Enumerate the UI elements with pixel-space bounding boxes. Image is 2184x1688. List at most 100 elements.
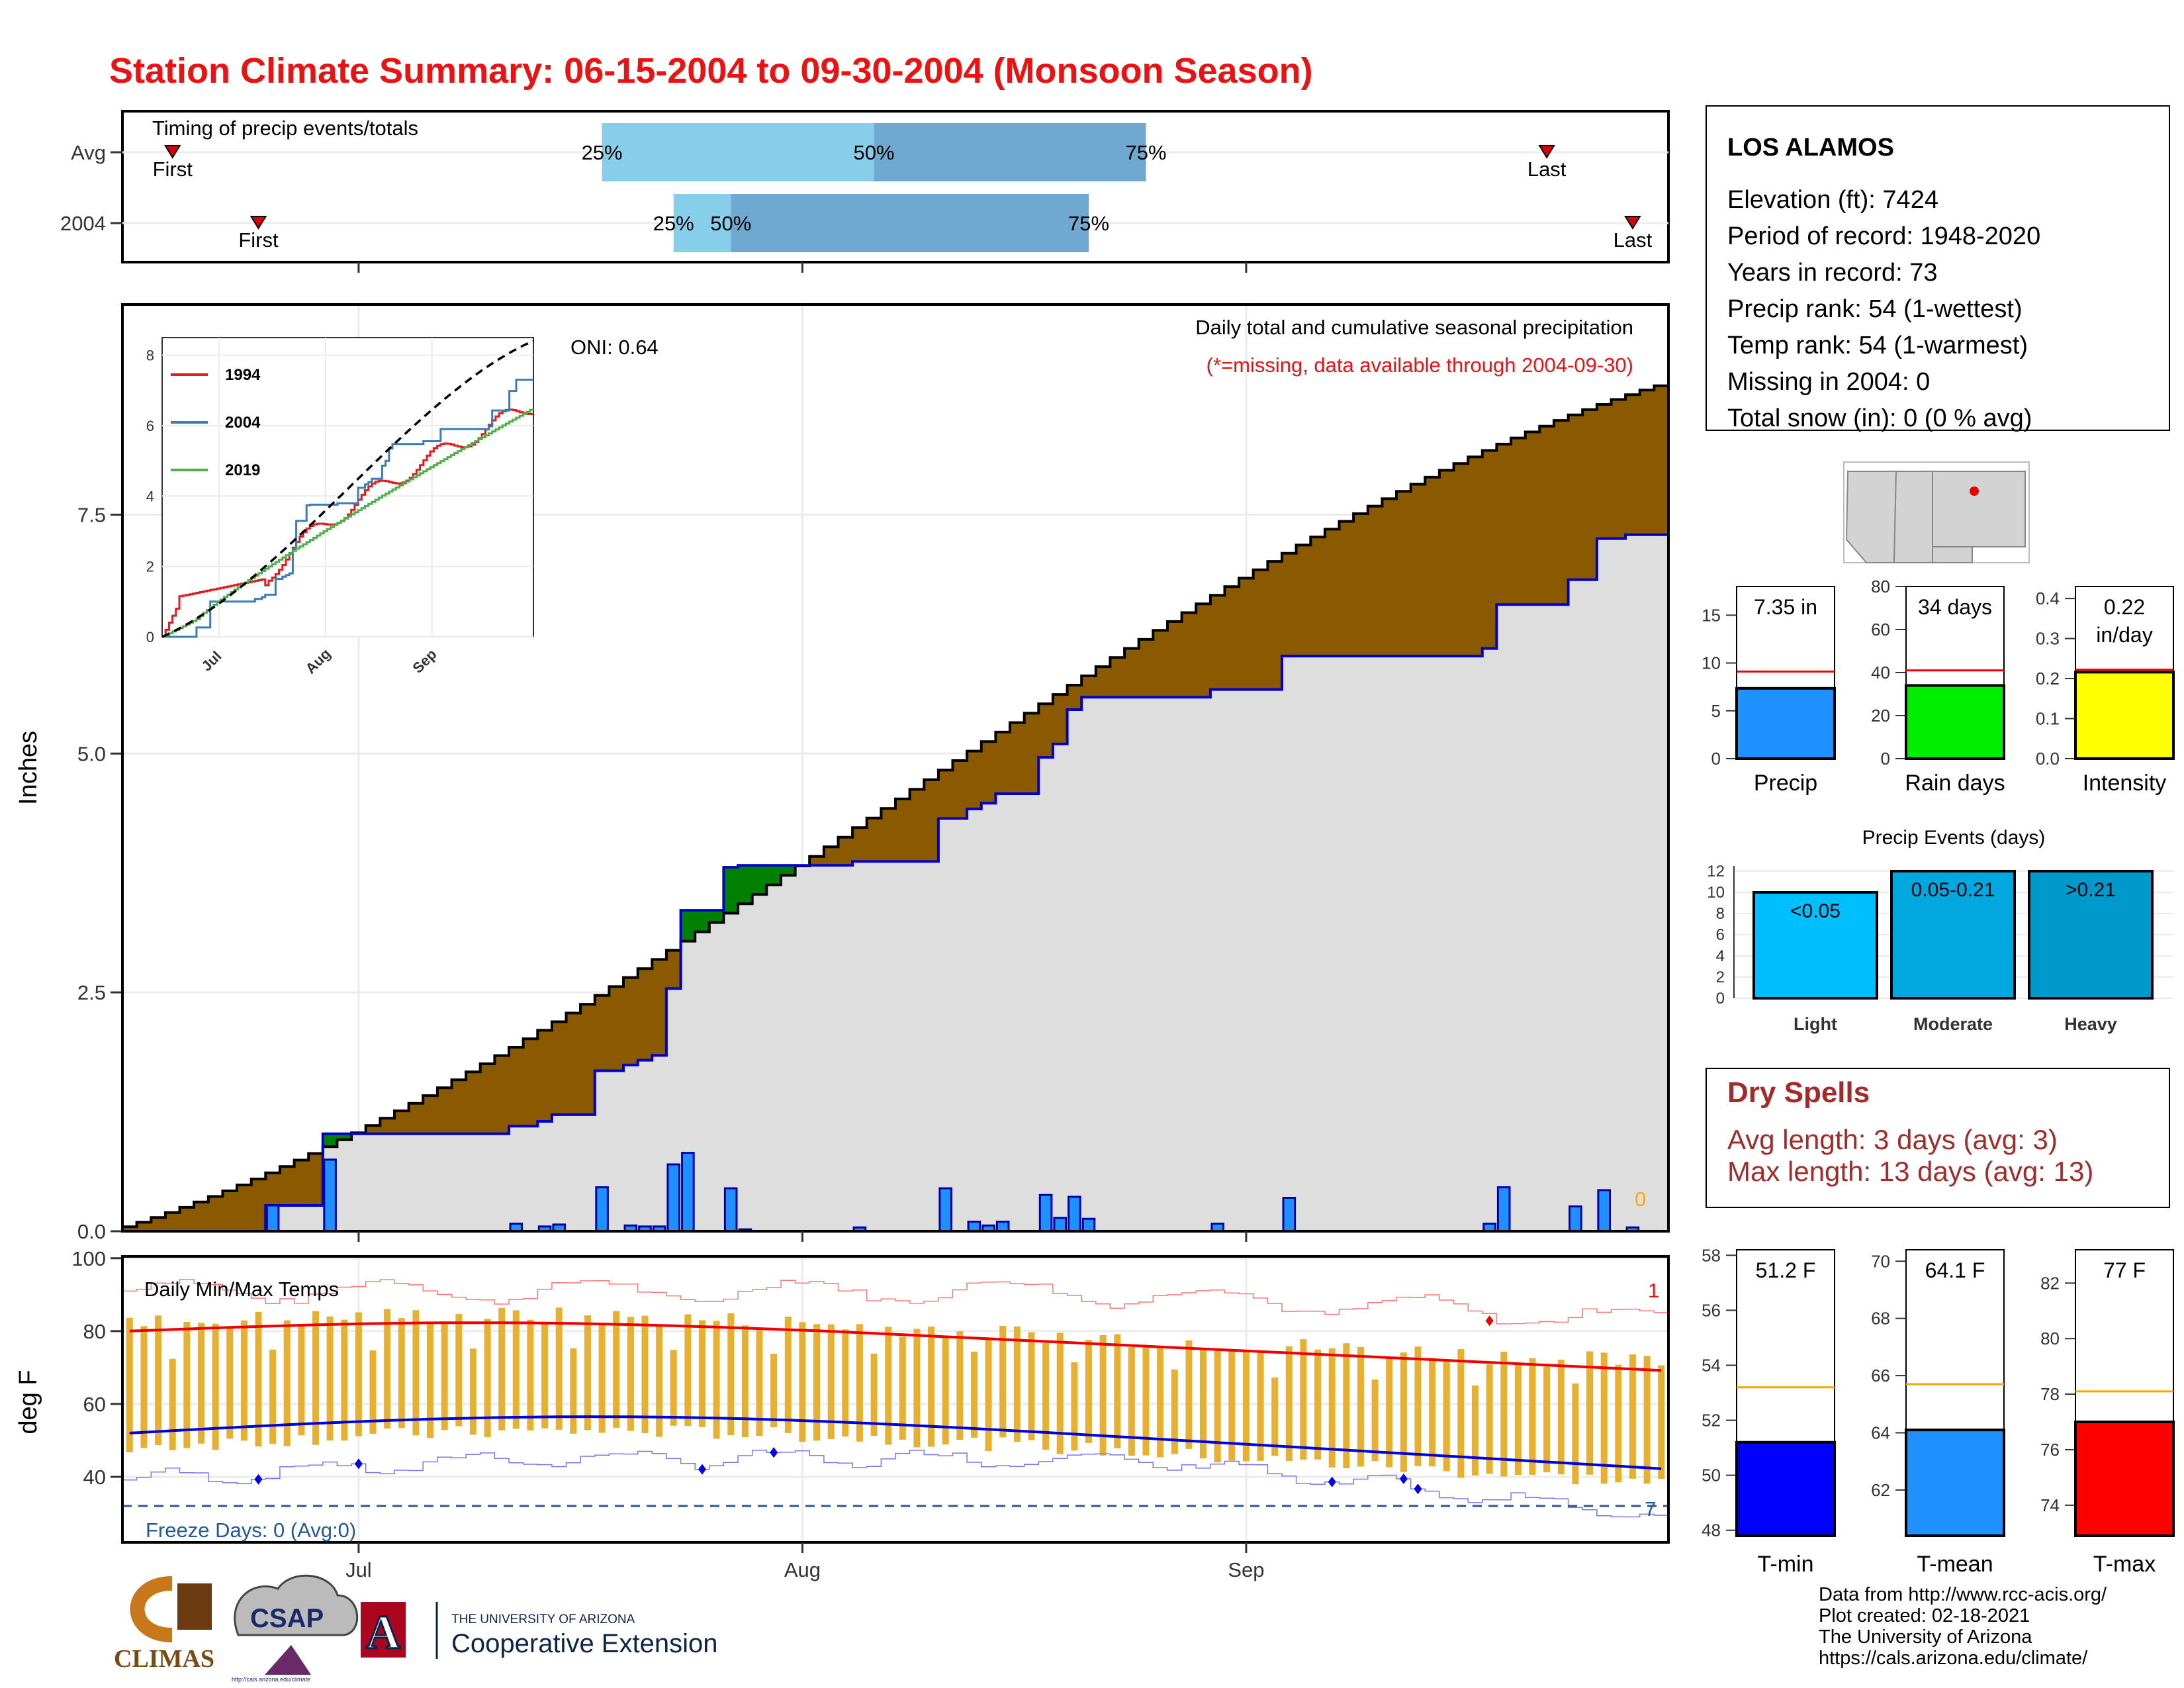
daily-temp-range-bar <box>398 1318 405 1429</box>
events-range-label: <0.05 <box>1790 900 1841 922</box>
deficit-segment <box>1296 545 1311 657</box>
daily-temp-range-bar <box>1128 1347 1135 1456</box>
daily-temp-range-bar <box>1013 1326 1021 1442</box>
daily-temp-range-bar <box>1343 1343 1350 1469</box>
daily-precip-bar <box>666 1163 681 1233</box>
daily-temp-range-bar <box>1185 1340 1193 1449</box>
average-high-line <box>129 1321 1662 1372</box>
daily-temp-range-bar <box>727 1313 735 1436</box>
events-bar <box>1752 891 1878 1000</box>
inset-frame <box>161 337 534 637</box>
inset-series-line <box>162 379 533 638</box>
timing-p50-label: 50% <box>854 141 895 164</box>
credit-line: Plot created: 02-18-2021 <box>1819 1605 2030 1626</box>
mini-bar-chart: 74 76 78 80 82 77 F T-max <box>2040 1249 2175 1577</box>
missing-annotation: (*=missing, data available through 2004-… <box>1206 353 1633 377</box>
deficit-segment <box>294 1160 309 1206</box>
record-low-marker <box>1328 1476 1336 1487</box>
mini-bar-tick-label: 64 <box>1871 1423 1890 1442</box>
record-low-marker <box>698 1464 706 1475</box>
station-line: Elevation (ft): 7424 <box>1727 186 1938 214</box>
season-temp-bars: 48 50 52 54 56 58 51.2 F T-min 62 64 66 68 70 64.1 F T… <box>1702 1245 2175 1577</box>
daily-temp-range-bar <box>1386 1357 1393 1468</box>
daily-precip-bar <box>723 1187 738 1233</box>
mini-bar-tick-label: 15 <box>1702 605 1721 625</box>
timing-bar-low <box>673 194 731 252</box>
daily-temp-range-bar <box>1572 1383 1579 1485</box>
mini-bar-tick-label: 82 <box>2040 1273 2060 1293</box>
deficit-segment <box>1310 537 1326 657</box>
dry-spells-frame <box>1706 1068 2170 1208</box>
mini-bar-tick-label: 0.0 <box>2036 749 2060 769</box>
mini-bar-tick-label: 50 <box>1702 1466 1721 1485</box>
events-tick-label: 6 <box>1716 926 1725 944</box>
deficit-segment <box>1067 685 1082 710</box>
mini-bar-tick-label: 58 <box>1702 1245 1721 1265</box>
mini-bar-tick-label: 76 <box>2040 1440 2060 1460</box>
climas-logo: CLIMAS <box>114 1576 214 1673</box>
events-tick-label: 12 <box>1707 863 1725 880</box>
daily-temp-range-bar <box>1472 1385 1479 1476</box>
surplus-segment <box>709 910 724 923</box>
oni-label: ONI: 0.64 <box>570 336 659 359</box>
deficit-segment <box>136 1222 152 1231</box>
deficit-segment <box>938 770 954 819</box>
timing-last-marker <box>1624 216 1641 230</box>
record-low-marker <box>1414 1483 1422 1495</box>
deficit-segment <box>551 1021 567 1115</box>
temp-frame <box>121 1255 1670 1544</box>
daily-precip-bar <box>595 1186 609 1233</box>
events-category-label: Moderate <box>1913 1014 1993 1034</box>
month-label: Sep <box>1228 1558 1264 1581</box>
deficit-segment <box>1196 604 1211 698</box>
surplus-segment <box>723 867 739 914</box>
daily-temp-range-bar <box>1429 1358 1436 1467</box>
mini-bar-tick-label: 5 <box>1711 701 1721 721</box>
daily-temp-range-bar <box>1028 1332 1035 1440</box>
daily-temp-range-bar <box>283 1320 291 1446</box>
mini-bar-label: T-min <box>1758 1552 1814 1577</box>
mini-bar-tick-label: 54 <box>1702 1355 1721 1375</box>
deficit-segment <box>637 968 653 1060</box>
mini-bar-tick-label: 10 <box>1702 653 1721 673</box>
deficit-segment <box>1410 484 1426 657</box>
daily-temp-range-bar <box>842 1329 849 1437</box>
timing-bar-high <box>731 194 1089 252</box>
deficit-segment <box>279 1166 295 1205</box>
mini-bar-value-text: 64.1 F <box>1925 1258 1985 1282</box>
mini-bar-value <box>2074 671 2175 760</box>
credit-line: The University of Arizona <box>1819 1626 2032 1648</box>
locator-map <box>1843 461 2030 563</box>
surplus-segment <box>680 910 696 941</box>
precip-y-label: Inches <box>15 731 42 805</box>
daily-temp-range-bar <box>183 1322 191 1448</box>
deficit-segment <box>1425 477 1440 657</box>
deficit-segment <box>995 731 1011 794</box>
csap-url: http://cals.arizona.edu/climate <box>232 1676 310 1683</box>
deficit-segment <box>1052 694 1068 744</box>
mini-bar-tick-label: 52 <box>1702 1411 1721 1430</box>
ua-block-shape <box>361 1602 406 1658</box>
record-low-line <box>122 1450 1668 1518</box>
deficit-segment <box>480 1064 495 1134</box>
station-line: Period of record: 1948-2020 <box>1727 222 2040 250</box>
daily-temp-range-bar <box>1142 1346 1150 1456</box>
mini-bar-value <box>2074 1421 2175 1537</box>
deficit-segment <box>838 837 853 866</box>
daily-temp-range-bar <box>384 1309 391 1429</box>
precip-annotation: Daily total and cumulative seasonal prec… <box>1195 316 1633 339</box>
ua-name-text: THE UNIVERSITY OF ARIZONA <box>451 1613 635 1626</box>
dry-spells-max: Max length: 13 days (avg: 13) <box>1727 1156 2093 1187</box>
climas-logo-text: CLIMAS <box>114 1645 214 1673</box>
deficit-segment <box>1568 414 1583 580</box>
daily-temp-range-bar <box>169 1358 176 1450</box>
daily-temp-range-bar <box>469 1348 477 1435</box>
deficit-segment <box>594 995 610 1071</box>
deficit-segment <box>1110 657 1125 698</box>
deficit-segment <box>437 1088 453 1134</box>
deficit-segment <box>1267 561 1283 690</box>
events-range-label: 0.05-0.21 <box>1911 879 1995 901</box>
season-stat-bars: 0 5 10 15 7.35 in Precip 0 20 40 60 80 34 days Rain … <box>1702 577 2175 796</box>
deficit-segment <box>967 751 982 810</box>
